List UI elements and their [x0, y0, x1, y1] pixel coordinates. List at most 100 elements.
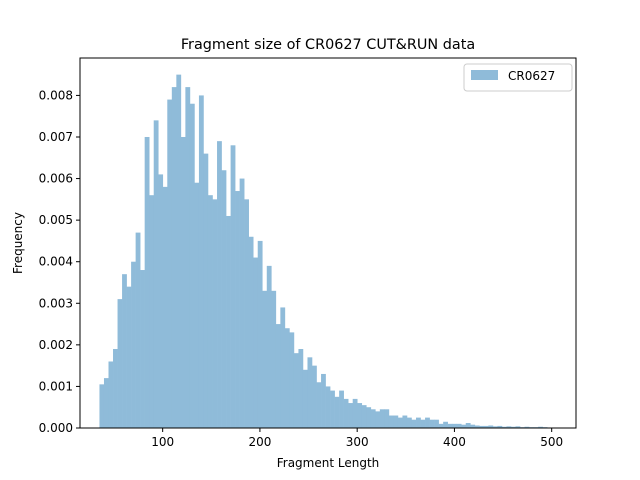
y-tick-label: 0.003 [39, 296, 73, 310]
histogram-bar [280, 307, 286, 428]
histogram-bar [144, 136, 150, 428]
histogram-bar [113, 349, 118, 428]
histogram-bar [180, 136, 186, 428]
plot-frame [79, 57, 577, 429]
histogram-bar [483, 425, 489, 428]
histogram-bar [103, 378, 109, 428]
histogram-bar [406, 417, 412, 428]
histogram-bar [515, 426, 521, 428]
histogram-bar [443, 421, 448, 428]
histogram-bar [470, 424, 476, 428]
histogram-bar [185, 87, 191, 428]
histogram-bars [99, 74, 552, 429]
histogram-bar [140, 270, 145, 428]
histogram-bar [271, 290, 277, 428]
histogram-bar [221, 170, 227, 428]
histogram-bar [501, 426, 507, 428]
histogram-bar [492, 426, 498, 428]
histogram-bar [302, 369, 308, 428]
histogram-bar [108, 361, 114, 428]
histogram-bar [420, 419, 426, 428]
y-tick-label: 0.005 [39, 213, 73, 227]
legend-label: CR0627 [508, 69, 555, 83]
histogram-bar [388, 415, 394, 428]
histogram-bar [99, 384, 105, 428]
histogram-bar [461, 424, 467, 428]
histogram-bar [203, 153, 209, 428]
x-tick-label: 500 [540, 435, 563, 449]
histogram-bar [117, 299, 123, 428]
histogram-bar [135, 232, 141, 428]
histogram-bar [131, 261, 136, 428]
histogram-bar [189, 103, 195, 428]
histogram-bar [474, 425, 480, 428]
histogram-bar [425, 417, 430, 428]
histogram-bar [348, 403, 354, 428]
histogram-bar [384, 409, 390, 428]
histogram-bar [524, 426, 530, 428]
histogram-bar [212, 199, 218, 428]
y-tick-label: 0.007 [39, 130, 73, 144]
histogram-bar [266, 265, 272, 428]
histogram-bar [510, 426, 516, 428]
histogram-bar [361, 405, 367, 428]
histogram-bar [284, 328, 290, 428]
histogram-bar [416, 417, 421, 428]
x-tick-label: 400 [443, 435, 466, 449]
y-axis-label: Frequency [11, 212, 25, 274]
y-tick-label: 0.001 [39, 379, 73, 393]
histogram-bar [176, 74, 182, 428]
histogram-bar [325, 386, 331, 428]
histogram-bar [198, 95, 204, 428]
histogram-bar [343, 398, 349, 428]
histogram-bar [447, 423, 453, 428]
histogram-bar [411, 419, 417, 428]
histogram-bar [321, 373, 326, 428]
histogram-bar [235, 191, 240, 428]
histogram-bar [248, 236, 254, 428]
histogram-bar [393, 415, 399, 428]
histogram-bar [226, 215, 231, 428]
histogram-bar [239, 178, 245, 428]
y-tick-label: 0.008 [39, 88, 73, 102]
histogram-bar [497, 425, 503, 428]
x-axis-label: Fragment Length [277, 456, 380, 470]
histogram-bar [167, 99, 173, 429]
histogram-bar [330, 390, 335, 428]
legend: CR0627 [463, 63, 573, 92]
histogram-bar [438, 423, 444, 428]
y-tick-label: 0.004 [39, 255, 73, 269]
histogram-bar [307, 357, 313, 428]
x-tick-label: 200 [248, 435, 271, 449]
histogram-bar [230, 145, 236, 428]
histogram-bar [126, 286, 132, 428]
histogram-bar [538, 426, 543, 428]
histogram-bar [293, 353, 299, 428]
y-tick-label: 0.006 [39, 172, 73, 186]
histogram-bar [366, 407, 372, 428]
histogram-bar [207, 195, 213, 428]
histogram-bar [334, 396, 340, 428]
histogram-bar [194, 182, 200, 428]
histogram-bar [488, 425, 494, 428]
histogram-bar [506, 426, 512, 428]
histogram-bar [465, 423, 471, 428]
histogram-bar [257, 240, 263, 428]
histogram-bar [352, 398, 358, 428]
histogram-bar [298, 349, 304, 428]
y-axis-ticks: 0.000 0.001 0.002 0.003 0.004 0.005 0.006 0.007… [39, 88, 80, 435]
legend-swatch [471, 70, 498, 80]
histogram-bar [397, 417, 403, 428]
histogram-bar [262, 290, 268, 428]
y-tick-label: 0.000 [39, 421, 73, 435]
chart-title: Fragment size of CR0627 CUT&RUN data [181, 37, 475, 53]
histogram-bar [289, 332, 295, 428]
histogram-bar [402, 415, 408, 428]
histogram-bar [153, 120, 159, 428]
histogram-bar [479, 425, 485, 428]
histogram-bar [375, 411, 381, 428]
histogram-bar [149, 195, 155, 428]
histogram-bar [217, 141, 222, 429]
histogram-bar [434, 419, 439, 428]
